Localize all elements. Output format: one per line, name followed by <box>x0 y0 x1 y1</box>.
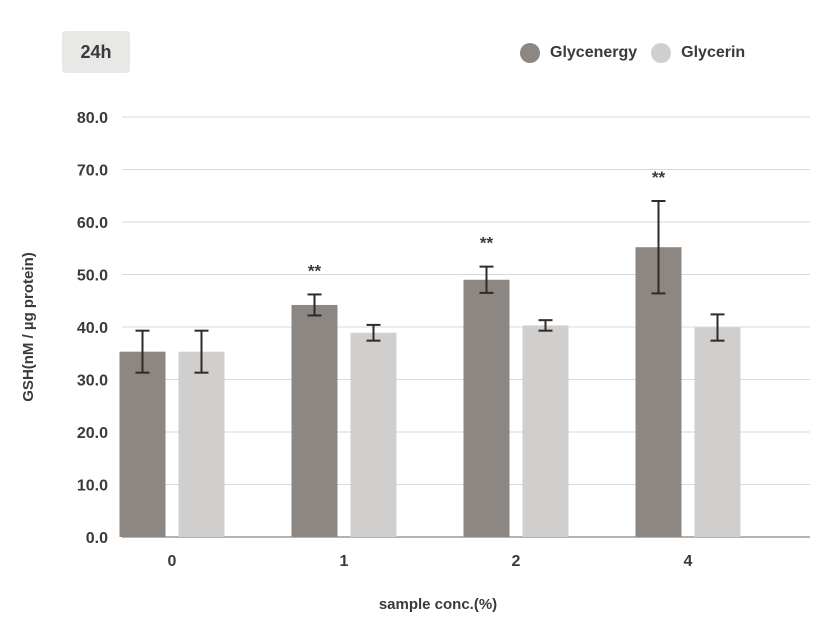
legend-swatch-glycerin <box>651 43 672 63</box>
significance-marker: ** <box>652 168 666 187</box>
error-bar <box>651 200 666 295</box>
y-axis-title: GSH(nM / µg protein) <box>20 252 37 401</box>
bars: ** ** ** <box>119 168 741 537</box>
error-bar <box>710 313 725 342</box>
y-tick-label: 70.0 <box>77 163 108 180</box>
y-tick-label: 20.0 <box>77 425 108 442</box>
x-tick-label: 1 <box>340 553 349 570</box>
y-tick-label: 80.0 <box>77 110 108 127</box>
time-point-badge: 24h <box>62 31 130 73</box>
error-bar <box>366 323 381 342</box>
significance-marker: ** <box>480 234 494 253</box>
legend-label-glycenergy: Glycenergy <box>550 44 638 61</box>
bar-glycenergy-2 <box>463 279 510 537</box>
x-tick-label: 2 <box>512 553 521 570</box>
x-axis-title: sample conc.(%) <box>379 596 497 613</box>
error-bar <box>194 329 209 374</box>
error-bar <box>479 265 494 294</box>
x-axis-ticks: 0 1 2 4 <box>168 553 693 570</box>
bar-glycerin-4 <box>694 327 741 537</box>
bar-glycenergy-4 <box>635 247 682 537</box>
bar-glycerin-1 <box>350 332 397 537</box>
error-bar <box>538 319 553 332</box>
y-tick-label: 60.0 <box>77 215 108 232</box>
legend-label-glycerin: Glycerin <box>681 44 746 61</box>
x-tick-label: 0 <box>168 553 177 570</box>
x-tick-label: 4 <box>684 553 693 570</box>
y-tick-label: 0.0 <box>86 530 108 547</box>
error-bar <box>307 293 322 317</box>
y-tick-label: 40.0 <box>77 320 108 337</box>
legend-item-glycenergy: Glycenergy <box>520 43 637 63</box>
chart-legend: Glycenergy Glycerin <box>520 43 759 63</box>
y-axis-ticks: 0.0 10.0 20.0 30.0 40.0 50.0 60.0 70.0 80.0 <box>77 110 108 547</box>
bar-glycenergy-0 <box>119 351 166 537</box>
significance-marker: ** <box>308 261 322 280</box>
bar-glycenergy-1 <box>291 304 338 537</box>
legend-swatch-glycenergy <box>520 43 540 63</box>
y-tick-label: 10.0 <box>77 478 108 495</box>
bar-glycerin-0 <box>178 351 225 537</box>
y-tick-label: 30.0 <box>77 373 108 390</box>
y-tick-label: 50.0 <box>77 268 108 285</box>
error-bar <box>135 329 150 374</box>
bar-glycerin-2 <box>522 325 569 537</box>
legend-item-glycerin: Glycerin <box>651 43 745 63</box>
